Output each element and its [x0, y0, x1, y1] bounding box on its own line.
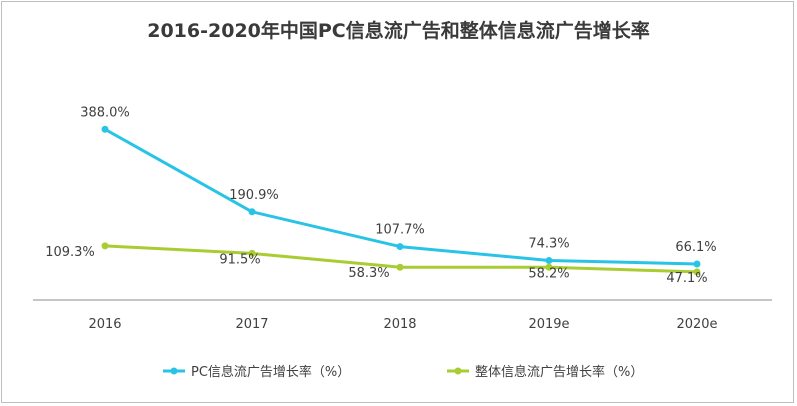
series-1-data-label: 190.9% — [229, 188, 279, 203]
legend: PC信息流广告增长率（%） 整体信息流广告增长率（%） — [163, 364, 643, 380]
series-1: 388.0% 190.9% 107.7% 74.3% 66.1% — [80, 105, 717, 268]
series-2: 109.3% 91.5% 58.3% 58.2% 47.1% — [45, 242, 708, 286]
legend-swatch-marker — [454, 367, 462, 375]
x-tick-labels: 2016 2017 2018 2019e 2020e — [88, 317, 717, 332]
legend-label: PC信息流广告增长率（%） — [191, 364, 350, 380]
series-2-point — [545, 263, 553, 271]
series-2-data-label: 58.2% — [528, 266, 569, 281]
series-2-point — [248, 249, 256, 257]
series-1-point — [693, 260, 701, 268]
series-1-point — [396, 243, 404, 251]
series-1-data-label: 74.3% — [528, 237, 569, 252]
legend-item-1: PC信息流广告增长率（%） — [163, 364, 350, 380]
x-tick-label: 2017 — [235, 317, 268, 332]
series-2-point — [101, 242, 109, 250]
series-layer: 388.0% 190.9% 107.7% 74.3% 66.1% 109.3% 91.5% 5… — [45, 105, 716, 286]
series-1-point — [248, 208, 256, 216]
series-2-point — [396, 263, 404, 271]
series-1-data-label: 66.1% — [675, 240, 716, 255]
x-tick-label: 2018 — [383, 317, 416, 332]
series-1-data-label: 388.0% — [80, 105, 130, 120]
legend-item-2: 整体信息流广告增长率（%） — [447, 364, 643, 380]
x-tick-label: 2019e — [528, 317, 569, 332]
series-2-data-label: 47.1% — [666, 271, 707, 286]
series-2-point — [693, 268, 701, 276]
legend-swatch-marker — [170, 367, 178, 375]
chart-title: 2016-2020年中国PC信息流广告和整体信息流广告增长率 — [147, 20, 650, 42]
series-2-data-label: 91.5% — [219, 252, 260, 267]
series-1-point — [545, 257, 553, 265]
series-2-data-label: 109.3% — [45, 245, 95, 260]
legend-label: 整体信息流广告增长率（%） — [475, 364, 643, 380]
x-tick-label: 2020e — [676, 317, 717, 332]
series-1-point — [101, 125, 109, 133]
series-1-data-label: 107.7% — [375, 223, 425, 238]
series-2-data-label: 58.3% — [348, 266, 389, 281]
x-tick-label: 2016 — [88, 317, 121, 332]
